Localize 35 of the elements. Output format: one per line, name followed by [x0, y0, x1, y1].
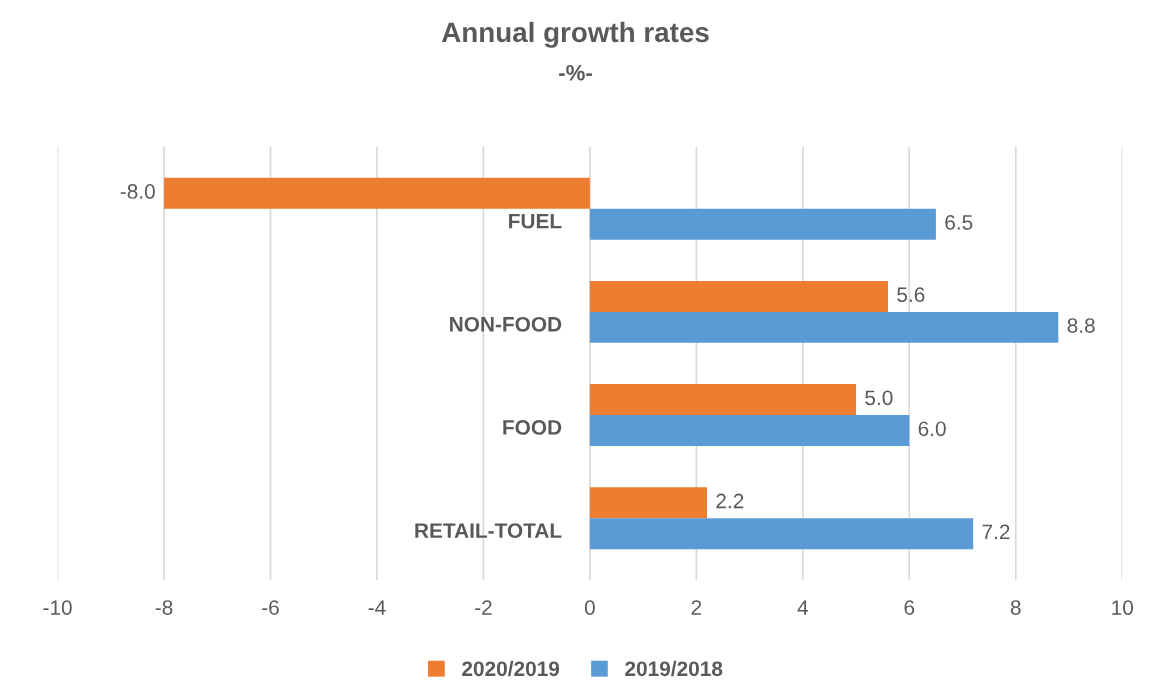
x-tick-label: 0: [584, 600, 595, 615]
data-label: 8.8: [1067, 318, 1095, 333]
data-label: 5.6: [897, 287, 925, 302]
bar: [589, 384, 857, 416]
bar: [589, 208, 936, 240]
data-label: 2.2: [716, 493, 744, 509]
x-tick-label: 8: [1010, 600, 1021, 615]
data-label: 6.5: [945, 215, 973, 230]
y-tick-label: RETAIL-TOTAL: [415, 523, 562, 539]
bar: [589, 280, 888, 312]
chart-title: Annual growth rates: [441, 21, 709, 48]
x-tick-label: 2: [691, 600, 702, 615]
x-tick-label: 6: [904, 600, 915, 615]
bar: [589, 415, 910, 447]
y-tick-label: FOOD: [503, 420, 562, 435]
bar: [589, 518, 974, 550]
data-label: 5.0: [865, 390, 893, 406]
bar: [589, 311, 1059, 343]
legend-label: 2020/2019: [462, 660, 560, 677]
x-tick-label: -10: [43, 600, 72, 615]
data-label: -8.0: [120, 184, 155, 199]
data-label: 6.0: [918, 421, 946, 437]
bar: [164, 177, 590, 209]
chart-subtitle: -%-: [559, 64, 592, 81]
x-tick-label: -4: [368, 600, 386, 615]
x-tick-label: -6: [262, 600, 279, 615]
x-tick-label: 10: [1112, 600, 1133, 615]
y-tick-label: FUEL: [509, 213, 562, 229]
data-label: 7.2: [982, 524, 1010, 540]
y-tick-label: NON-FOOD: [450, 316, 562, 332]
x-tick-label: 4: [797, 600, 809, 615]
x-tick-label: -2: [475, 600, 492, 615]
x-tick-label: -8: [155, 600, 173, 615]
legend-label: 2019/2018: [625, 660, 723, 677]
bar: [589, 487, 707, 519]
